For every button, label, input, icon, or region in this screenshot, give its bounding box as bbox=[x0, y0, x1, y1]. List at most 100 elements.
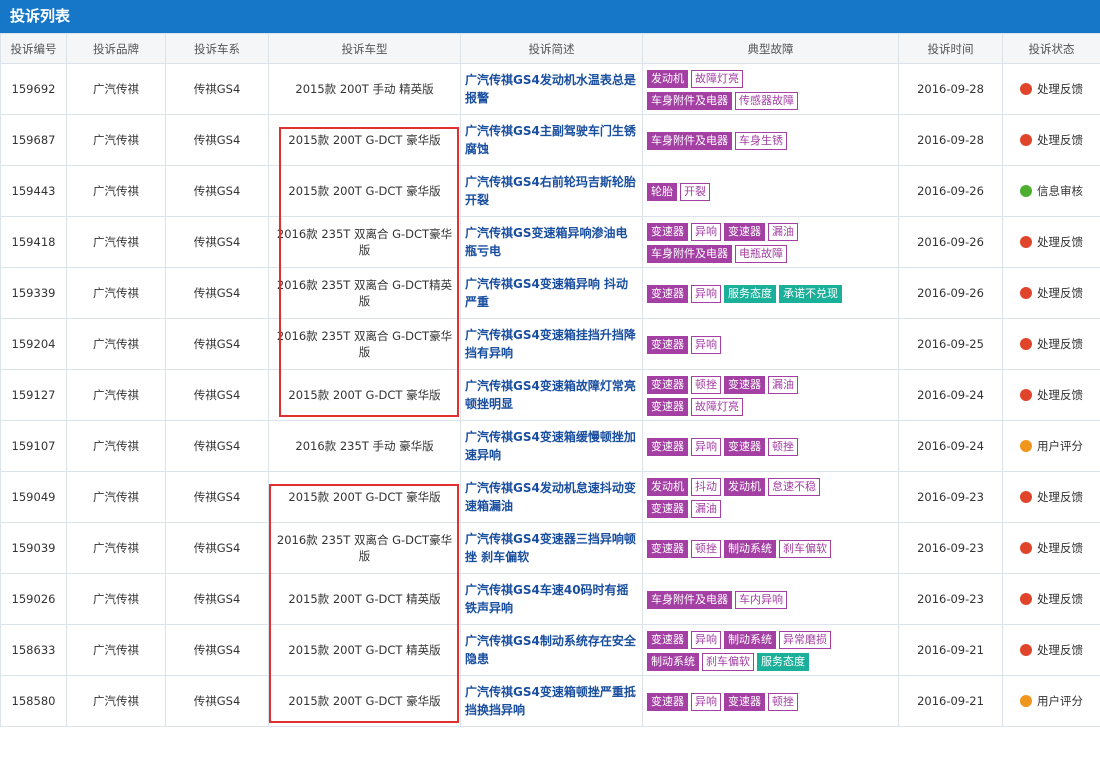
cell-faults: 轮胎 开裂 bbox=[642, 165, 899, 217]
cell-id: 159049 bbox=[0, 471, 67, 523]
table-row: 159692 广汽传祺 传祺GS4 2015款 200T 手动 精英版 广汽传祺GS4发… bbox=[0, 63, 1100, 115]
fault-group: 变速器 异响 bbox=[647, 690, 724, 712]
fault-detail-tag: 异响 bbox=[691, 285, 721, 303]
cell-status: 处理反馈 bbox=[1002, 318, 1100, 370]
cell-date: 2016-09-23 bbox=[898, 522, 1003, 574]
cell-model: 2015款 200T G-DCT 豪华版 bbox=[268, 114, 461, 166]
table-row: 159026 广汽传祺 传祺GS4 2015款 200T G-DCT 精英版 广汽传祺G… bbox=[0, 573, 1100, 625]
status: 处理反馈 bbox=[1020, 132, 1083, 148]
cell-series: 传祺GS4 bbox=[165, 675, 269, 727]
cell-date: 2016-09-23 bbox=[898, 573, 1003, 625]
fault-category-tag: 变速器 bbox=[724, 376, 765, 394]
table-row: 159204 广汽传祺 传祺GS4 2016款 235T 双离合 G-DCT豪华版 广汽… bbox=[0, 318, 1100, 370]
fault-category-tag: 车身附件及电器 bbox=[647, 245, 732, 263]
status: 处理反馈 bbox=[1020, 591, 1083, 607]
status-icon bbox=[1020, 439, 1032, 452]
fault-category-tag: 制动系统 bbox=[724, 631, 776, 649]
fault-category-tag: 制动系统 bbox=[647, 653, 699, 671]
cell-id: 158633 bbox=[0, 624, 67, 676]
status-text: 信息审核 bbox=[1037, 183, 1083, 198]
fault-category-tag: 制动系统 bbox=[724, 540, 776, 558]
cell-status: 用户评分 bbox=[1002, 675, 1100, 727]
cell-model: 2015款 200T G-DCT 豪华版 bbox=[268, 675, 461, 727]
fault-detail-tag: 车身生锈 bbox=[735, 132, 787, 150]
fault-detail-tag: 异响 bbox=[691, 631, 721, 649]
fault-detail-tag: 异常磨损 bbox=[779, 631, 831, 649]
cell-date: 2016-09-26 bbox=[898, 267, 1003, 319]
cell-status: 处理反馈 bbox=[1002, 573, 1100, 625]
cell-date: 2016-09-21 bbox=[898, 624, 1003, 676]
cell-brand: 广汽传祺 bbox=[66, 573, 166, 625]
fault-detail-tag: 顿挫 bbox=[691, 540, 721, 558]
cell-faults: 变速器 异响 bbox=[642, 318, 899, 370]
fault-detail-tag: 顿挫 bbox=[768, 438, 798, 456]
fault-category-tag: 变速器 bbox=[724, 693, 765, 711]
fault-group: 发动机 故障灯亮 bbox=[647, 67, 746, 89]
complaint-table: 投诉编号 投诉品牌 投诉车系 投诉车型 投诉简述 典型故障 投诉时间 投诉状态 159692 广… bbox=[0, 33, 1100, 727]
status-icon bbox=[1020, 184, 1032, 197]
cell-faults: 变速器 顿挫 变速器 漏油变速器 故障灯亮 bbox=[642, 369, 899, 421]
fault-category-tag: 变速器 bbox=[647, 631, 688, 649]
cell-series: 传祺GS4 bbox=[165, 267, 269, 319]
table-row: 159049 广汽传祺 传祺GS4 2015款 200T G-DCT 豪华版 广汽传祺G… bbox=[0, 471, 1100, 523]
fault-category-tag: 变速器 bbox=[647, 438, 688, 456]
fault-detail-tag: 顿挫 bbox=[768, 693, 798, 711]
cell-status: 处理反馈 bbox=[1002, 114, 1100, 166]
cell-summary: 广汽传祺GS4主副驾驶车门生锈腐蚀 bbox=[460, 114, 643, 166]
fault-category-tag: 轮胎 bbox=[647, 183, 677, 201]
status: 处理反馈 bbox=[1020, 489, 1083, 505]
cell-brand: 广汽传祺 bbox=[66, 471, 166, 523]
cell-status: 处理反馈 bbox=[1002, 471, 1100, 523]
cell-status: 处理反馈 bbox=[1002, 522, 1100, 574]
cell-id: 159026 bbox=[0, 573, 67, 625]
cell-id: 159443 bbox=[0, 165, 67, 217]
fault-category-tag: 发动机 bbox=[724, 478, 765, 496]
status-text: 用户评分 bbox=[1037, 693, 1083, 708]
table-row: 159687 广汽传祺 传祺GS4 2015款 200T G-DCT 豪华版 广汽传祺G… bbox=[0, 114, 1100, 166]
table-row: 159127 广汽传祺 传祺GS4 2015款 200T G-DCT 豪华版 广汽传祺G… bbox=[0, 369, 1100, 421]
status-icon bbox=[1020, 541, 1032, 554]
fault-group: 变速器 漏油 bbox=[647, 497, 724, 519]
cell-series: 传祺GS4 bbox=[165, 318, 269, 370]
cell-faults: 发动机 抖动 发动机 怠速不稳变速器 漏油 bbox=[642, 471, 899, 523]
status: 处理反馈 bbox=[1020, 540, 1083, 556]
cell-brand: 广汽传祺 bbox=[66, 624, 166, 676]
status-text: 处理反馈 bbox=[1037, 387, 1083, 402]
fault-category-tag: 变速器 bbox=[647, 336, 688, 354]
cell-id: 159127 bbox=[0, 369, 67, 421]
fault-category-tag: 车身附件及电器 bbox=[647, 591, 732, 609]
fault-detail-tag: 漏油 bbox=[691, 500, 721, 518]
cell-status: 用户评分 bbox=[1002, 420, 1100, 472]
cell-model: 2016款 235T 双离合 G-DCT豪华版 bbox=[268, 522, 461, 574]
service-tag: 服务态度 bbox=[757, 653, 809, 671]
header-row: 投诉编号 投诉品牌 投诉车系 投诉车型 投诉简述 典型故障 投诉时间 投诉状态 bbox=[0, 33, 1100, 64]
cell-faults: 车身附件及电器 车身生锈 bbox=[642, 114, 899, 166]
cell-series: 传祺GS4 bbox=[165, 471, 269, 523]
fault-group: 变速器 异响 bbox=[647, 220, 724, 242]
cell-brand: 广汽传祺 bbox=[66, 63, 166, 115]
fault-group: 车身附件及电器 车身生锈 bbox=[647, 129, 790, 151]
cell-series: 传祺GS4 bbox=[165, 420, 269, 472]
cell-summary: 广汽传祺GS4车速40码时有摇铁声异响 bbox=[460, 573, 643, 625]
cell-series: 传祺GS4 bbox=[165, 573, 269, 625]
fault-detail-tag: 漏油 bbox=[768, 223, 798, 241]
cell-series: 传祺GS4 bbox=[165, 114, 269, 166]
cell-summary: 广汽传祺GS4变速箱顿挫严重抵挡换挡异响 bbox=[460, 675, 643, 727]
fault-detail-tag: 刹车偏软 bbox=[779, 540, 831, 558]
fault-group: 制动系统 刹车偏软 bbox=[724, 537, 834, 559]
cell-summary: 广汽传祺GS4右前轮玛吉斯轮胎开裂 bbox=[460, 165, 643, 217]
fault-group: 变速器 漏油 bbox=[724, 373, 801, 395]
service-tag: 承诺不兑现 bbox=[779, 285, 842, 303]
fault-category-tag: 发动机 bbox=[647, 70, 688, 88]
cell-series: 传祺GS4 bbox=[165, 369, 269, 421]
fault-detail-tag: 异响 bbox=[691, 336, 721, 354]
fault-group: 发动机 怠速不稳 bbox=[724, 475, 823, 497]
column-header: 投诉状态 bbox=[1002, 33, 1100, 64]
cell-id: 159692 bbox=[0, 63, 67, 115]
cell-date: 2016-09-24 bbox=[898, 420, 1003, 472]
table-row: 159039 广汽传祺 传祺GS4 2016款 235T 双离合 G-DCT豪华版 广汽… bbox=[0, 522, 1100, 574]
fault-detail-tag: 抖动 bbox=[691, 478, 721, 496]
fault-group: 制动系统 刹车偏软 bbox=[647, 650, 757, 672]
column-header: 投诉时间 bbox=[898, 33, 1003, 64]
